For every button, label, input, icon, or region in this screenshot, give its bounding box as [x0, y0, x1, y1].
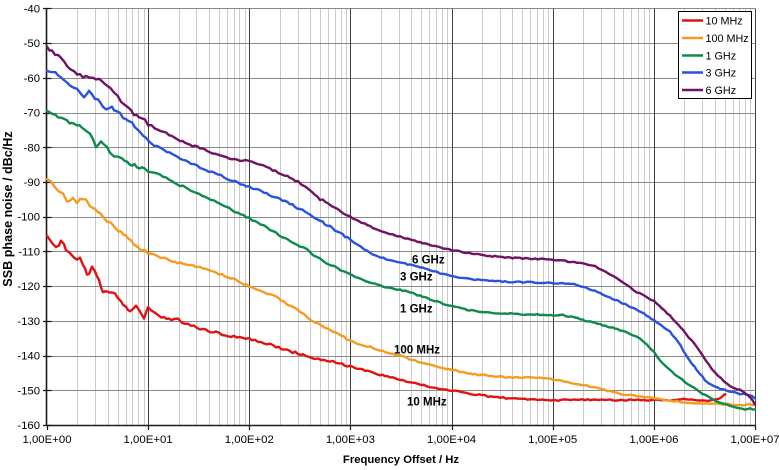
- svg-text:-130: -130: [17, 316, 40, 328]
- svg-text:1 GHz: 1 GHz: [400, 304, 433, 316]
- svg-text:-110: -110: [18, 246, 40, 258]
- svg-text:-140: -140: [17, 351, 40, 363]
- svg-text:1,00E+00: 1,00E+00: [22, 434, 71, 446]
- svg-text:-70: -70: [24, 108, 40, 120]
- svg-text:-160: -160: [17, 420, 40, 432]
- svg-text:1,00E+06: 1,00E+06: [629, 434, 678, 446]
- svg-text:Frequency Offset / Hz: Frequency Offset / Hz: [343, 454, 459, 466]
- svg-text:-90: -90: [24, 177, 40, 189]
- svg-text:10 MHz: 10 MHz: [407, 397, 447, 409]
- svg-text:-50: -50: [24, 38, 40, 50]
- svg-text:SSB phase noise / dBc/Hz: SSB phase noise / dBc/Hz: [1, 131, 15, 286]
- svg-text:1,00E+05: 1,00E+05: [528, 434, 577, 446]
- svg-text:-150: -150: [17, 385, 40, 397]
- svg-text:10 MHz: 10 MHz: [706, 15, 743, 27]
- svg-text:-120: -120: [17, 281, 40, 293]
- svg-text:3 GHz: 3 GHz: [706, 67, 737, 79]
- svg-text:3 GHz: 3 GHz: [400, 272, 433, 284]
- svg-text:1 GHz: 1 GHz: [706, 50, 737, 62]
- svg-text:6 GHz: 6 GHz: [706, 85, 737, 97]
- svg-text:-100: -100: [17, 212, 40, 224]
- svg-text:1,00E+07: 1,00E+07: [730, 434, 779, 446]
- svg-text:-60: -60: [24, 73, 40, 85]
- svg-text:-80: -80: [24, 142, 40, 154]
- svg-text:1,00E+01: 1,00E+01: [124, 434, 173, 446]
- svg-text:1,00E+02: 1,00E+02: [225, 434, 274, 446]
- svg-text:6 GHz: 6 GHz: [412, 255, 445, 267]
- svg-text:100 MHz: 100 MHz: [394, 345, 440, 357]
- svg-text:100 MHz: 100 MHz: [706, 33, 749, 45]
- svg-text:1,00E+03: 1,00E+03: [326, 434, 375, 446]
- svg-text:-40: -40: [24, 3, 40, 15]
- svg-text:1,00E+04: 1,00E+04: [427, 434, 476, 446]
